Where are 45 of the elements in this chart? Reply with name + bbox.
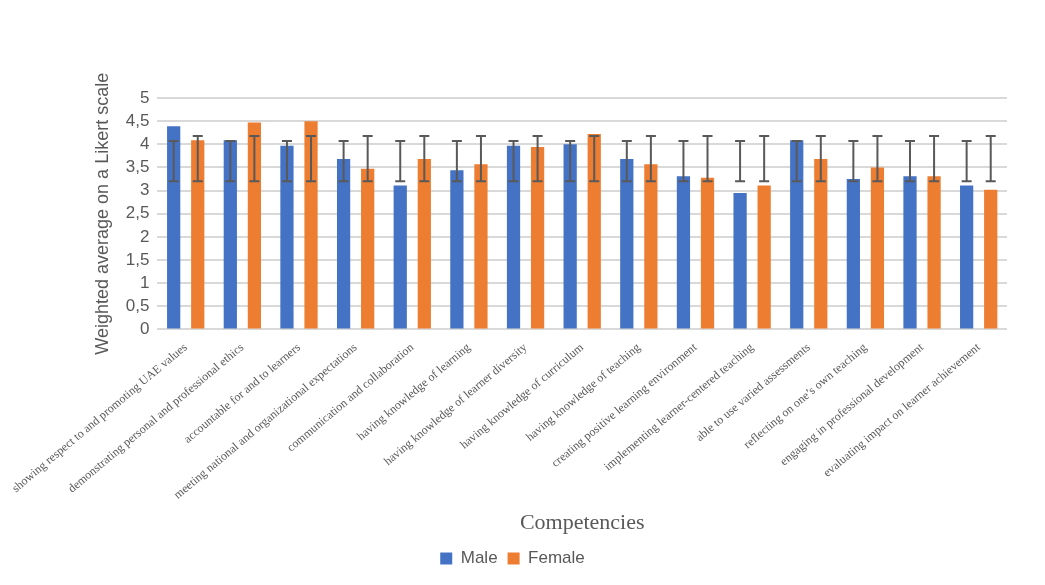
bar bbox=[757, 185, 771, 329]
y-tick-label: 3 bbox=[139, 180, 150, 200]
y-tick-label: 4,5 bbox=[125, 110, 150, 130]
bar bbox=[223, 140, 237, 329]
y-axis-title: Weighted average on a Likert scale bbox=[91, 72, 112, 355]
bar bbox=[304, 121, 318, 329]
bar bbox=[733, 192, 747, 329]
y-tick-label: 5 bbox=[139, 87, 150, 107]
bar bbox=[700, 177, 715, 329]
bar bbox=[960, 185, 974, 329]
bar bbox=[167, 126, 181, 329]
legend-label: Male bbox=[460, 548, 498, 568]
bar bbox=[984, 189, 998, 329]
legend-label: Female bbox=[528, 548, 585, 568]
y-tick-label: 0 bbox=[139, 319, 150, 339]
bar bbox=[280, 145, 294, 329]
bar bbox=[191, 140, 205, 329]
y-tick-label: 0,5 bbox=[125, 296, 150, 316]
y-tick-label: 2,5 bbox=[125, 203, 150, 223]
y-tick-label: 2 bbox=[139, 226, 150, 246]
bar bbox=[506, 145, 521, 329]
bar bbox=[393, 185, 407, 329]
bar bbox=[361, 168, 375, 329]
bar bbox=[450, 170, 464, 329]
bar bbox=[563, 144, 577, 329]
bar bbox=[336, 159, 351, 329]
bar bbox=[247, 122, 262, 329]
y-tick-label: 4 bbox=[139, 133, 150, 153]
bar bbox=[927, 176, 941, 329]
bar bbox=[790, 140, 804, 329]
bar bbox=[644, 164, 658, 329]
x-axis-title: Competencies bbox=[519, 508, 645, 534]
bar bbox=[417, 159, 431, 329]
bar bbox=[474, 164, 488, 329]
bar bbox=[620, 159, 634, 329]
bar bbox=[530, 147, 545, 329]
bar bbox=[846, 179, 860, 329]
y-tick-label: 3,5 bbox=[125, 157, 150, 177]
bar bbox=[903, 176, 917, 329]
bar bbox=[870, 167, 885, 329]
y-tick-label: 1,5 bbox=[125, 249, 150, 269]
bar bbox=[676, 176, 691, 329]
bar bbox=[587, 134, 601, 329]
bar bbox=[814, 159, 828, 329]
y-tick-label: 1 bbox=[139, 272, 150, 292]
